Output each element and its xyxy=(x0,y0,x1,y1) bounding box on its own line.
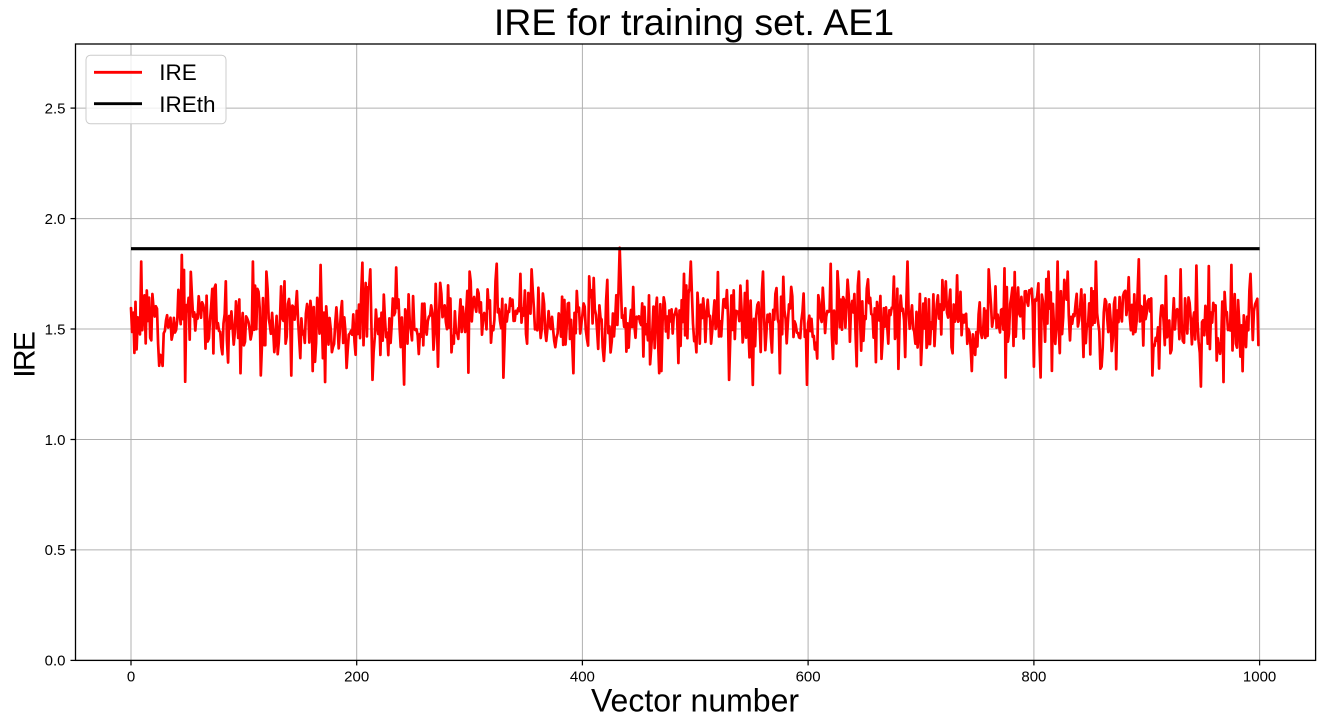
svg-text:IRE: IRE xyxy=(159,60,197,85)
svg-text:0: 0 xyxy=(127,669,135,686)
svg-text:600: 600 xyxy=(796,669,821,686)
svg-text:0.5: 0.5 xyxy=(45,542,66,559)
svg-text:200: 200 xyxy=(344,669,369,686)
svg-text:Vector number: Vector number xyxy=(591,683,799,719)
svg-text:800: 800 xyxy=(1021,669,1046,686)
svg-text:IRE: IRE xyxy=(8,332,41,378)
svg-text:IREth: IREth xyxy=(159,92,215,117)
svg-text:1.0: 1.0 xyxy=(45,432,66,449)
svg-text:2.5: 2.5 xyxy=(45,100,66,117)
svg-text:1.5: 1.5 xyxy=(45,321,66,338)
svg-text:400: 400 xyxy=(570,669,595,686)
svg-text:IRE for training set. AE1: IRE for training set. AE1 xyxy=(494,1,894,43)
svg-text:2.0: 2.0 xyxy=(45,211,66,228)
svg-text:0.0: 0.0 xyxy=(45,653,66,670)
svg-text:1000: 1000 xyxy=(1243,669,1276,686)
